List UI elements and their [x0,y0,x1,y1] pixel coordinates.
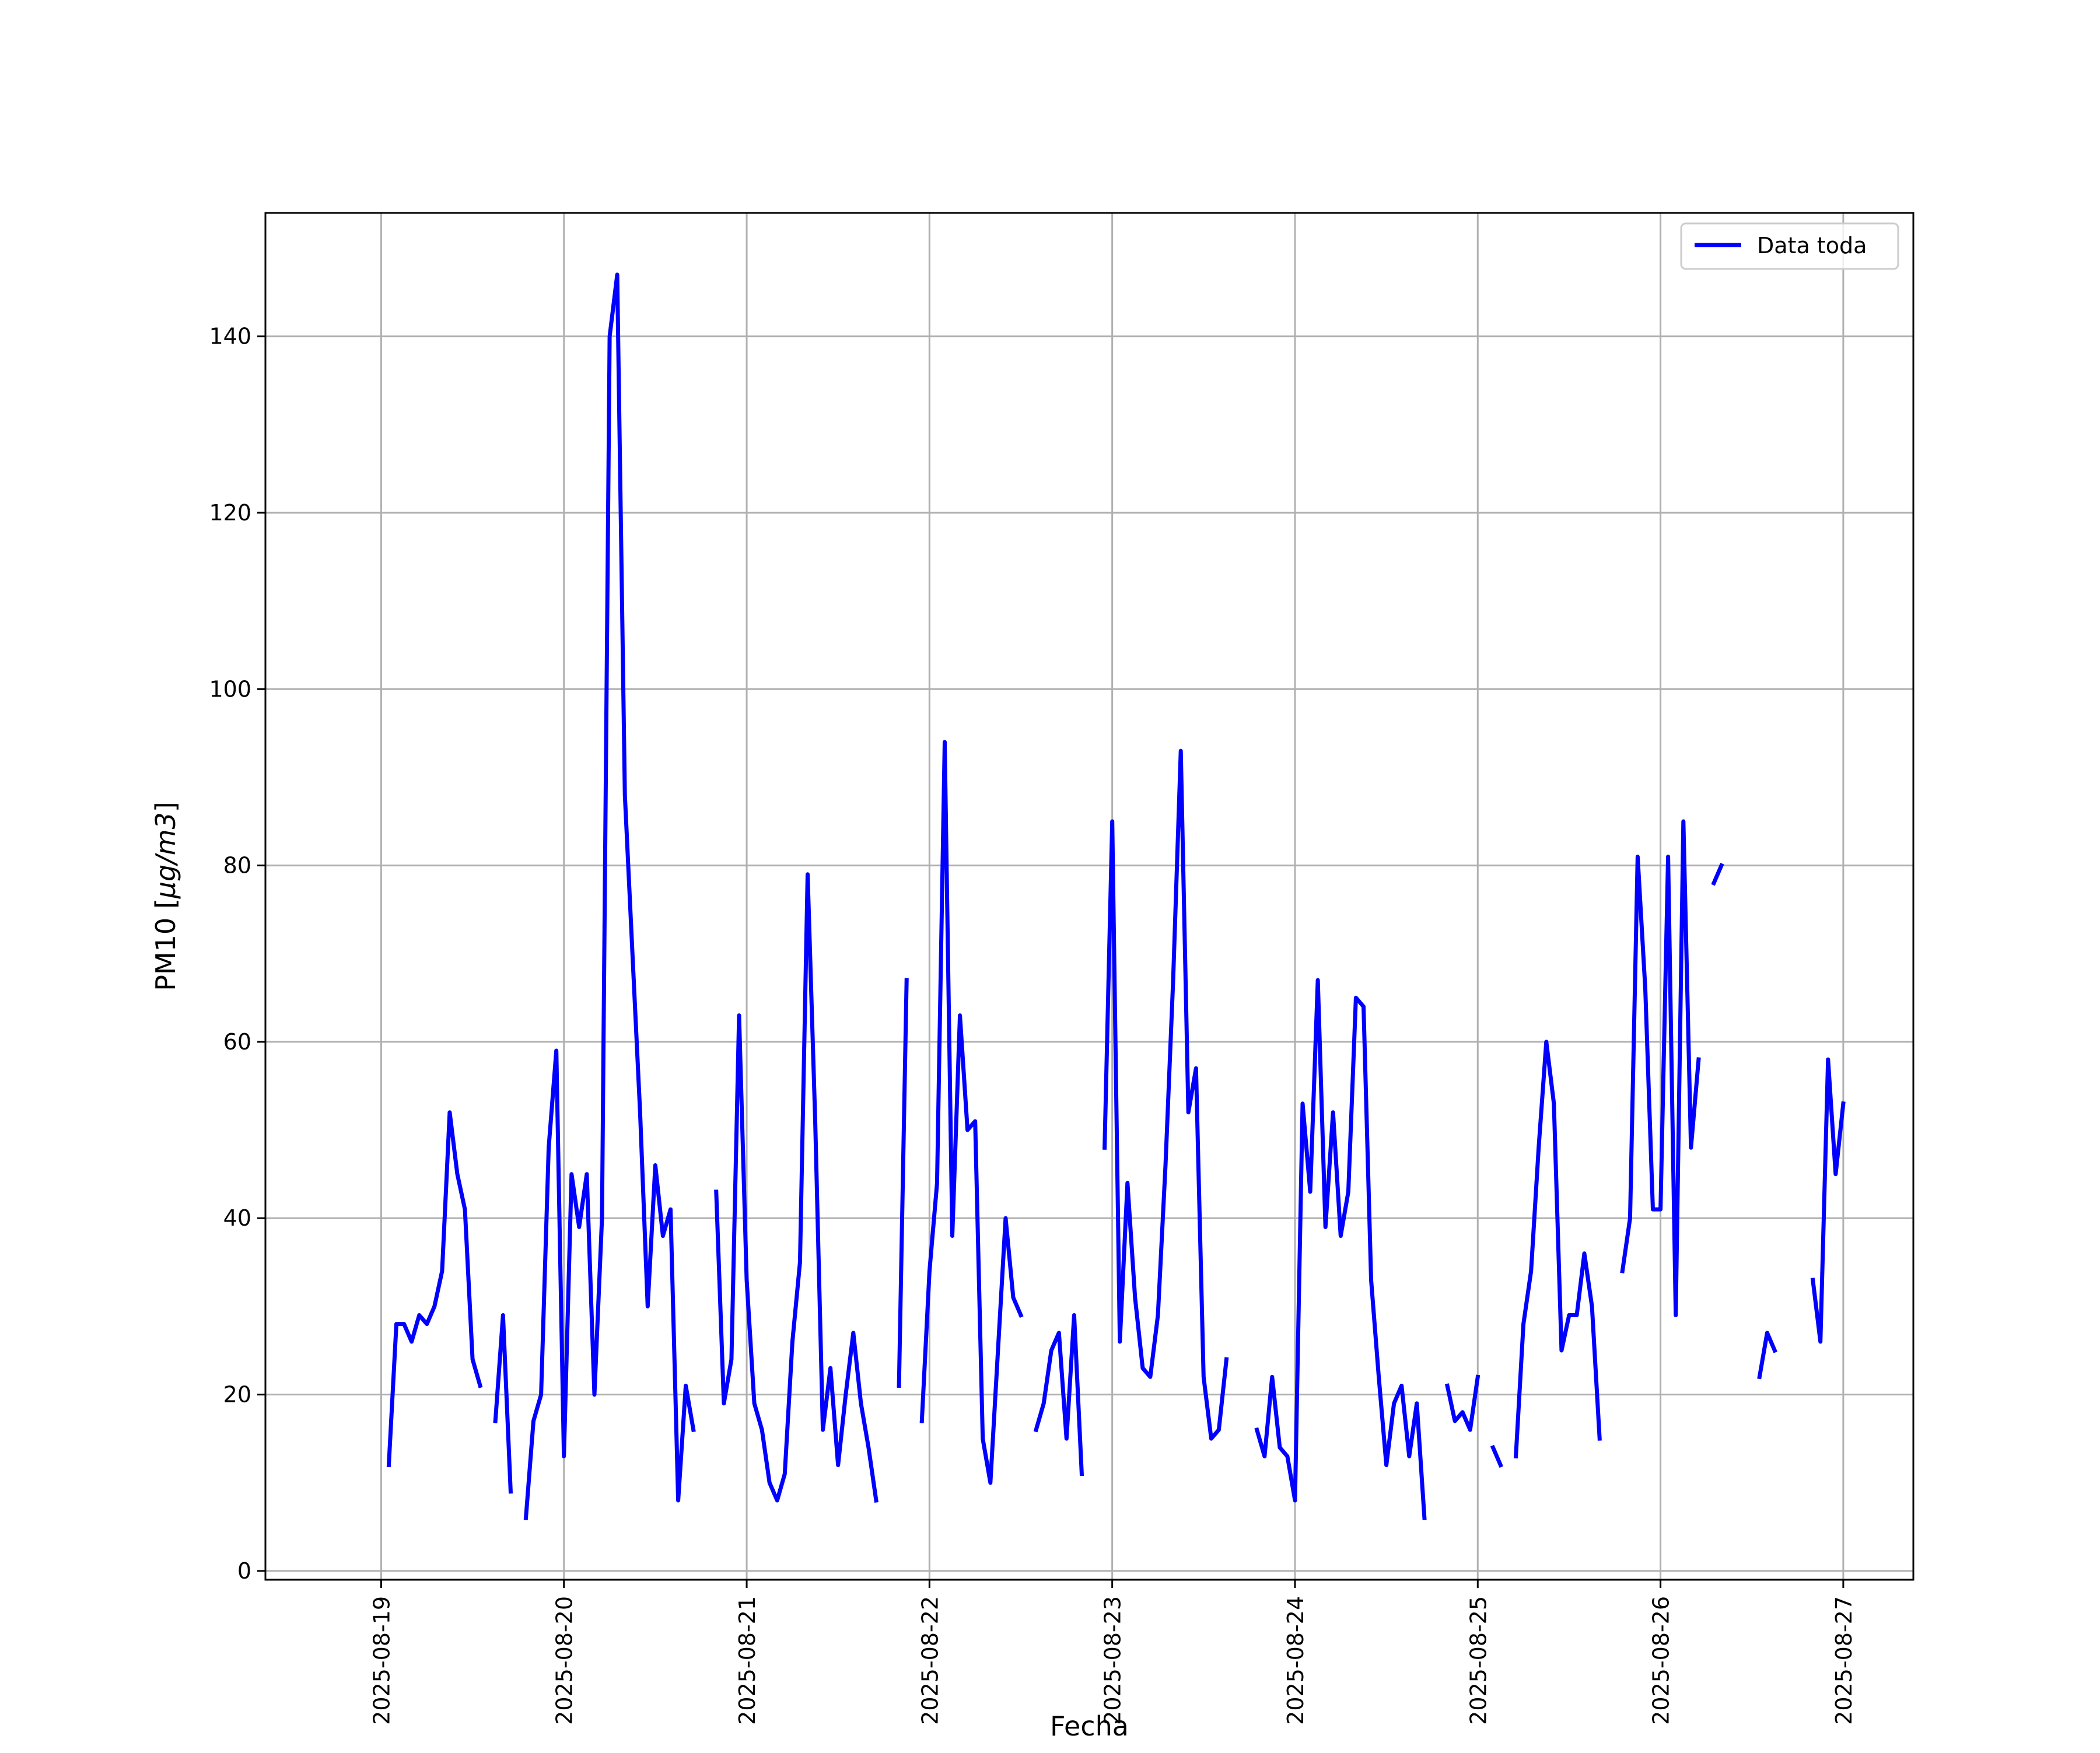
series-line-data-toda [1513,1040,1602,1459]
series-line-data-toda [1711,863,1724,886]
y-tick-label: 20 [223,1382,251,1408]
y-tick-label: 140 [209,324,251,349]
series-line-data-toda [714,872,878,1503]
y-tick-label: 40 [223,1205,251,1231]
y-axis-title-unit: μg/m3 [150,812,181,899]
y-tick-label: 120 [209,500,251,526]
series-line-data-toda [1033,1313,1084,1476]
legend-box [1680,222,1899,270]
series-line-data-toda [1810,1057,1846,1344]
series-layer [386,272,1846,1520]
plot-frame [264,212,1915,1581]
series-line-data-toda [1444,1374,1480,1432]
grid [265,213,1913,1580]
series-line-data-toda [1620,819,1701,1317]
x-tick-label: 2025-08-23 [1100,1596,1126,1725]
y-axis-title-suffix: ] [150,802,181,812]
x-tick-label: 2025-08-26 [1648,1596,1674,1725]
series-line-data-toda [493,1313,513,1494]
x-tick-label: 2025-08-27 [1831,1596,1857,1725]
series-line-data-toda [1102,748,1229,1441]
tick-layer: 2025-08-19 2025-08-20 2025-08-21 2025-08-22… [209,324,1856,1725]
series-line-data-toda [1254,978,1427,1520]
series-line-data-toda [897,978,909,1388]
x-tick-label: 2025-08-20 [552,1596,578,1725]
series-line-data-toda [386,1110,483,1468]
y-axis-title-prefix: PM10 [ [150,898,181,991]
y-tick-label: 0 [237,1558,251,1584]
y-tick-label: 100 [209,676,251,702]
legend-label-data-toda: Data toda [1757,233,1867,258]
y-tick-label: 60 [223,1029,251,1055]
series-line-data-toda [523,272,696,1520]
x-axis-title: Fecha [1050,1710,1129,1742]
x-tick-label: 2025-08-21 [734,1596,760,1725]
x-tick-label: 2025-08-19 [369,1596,394,1725]
x-tick-label: 2025-08-22 [917,1596,943,1725]
series-line-data-toda [1757,1331,1777,1380]
y-axis-title: PM10 [μg/m3] [150,802,181,991]
legend: Data toda [1680,222,1899,270]
x-tick-label: 2025-08-25 [1465,1596,1491,1725]
series-line-data-toda [919,740,1024,1485]
x-tick-label: 2025-08-24 [1283,1596,1308,1725]
series-line-data-toda [1490,1444,1503,1468]
y-tick-label: 80 [223,853,251,879]
